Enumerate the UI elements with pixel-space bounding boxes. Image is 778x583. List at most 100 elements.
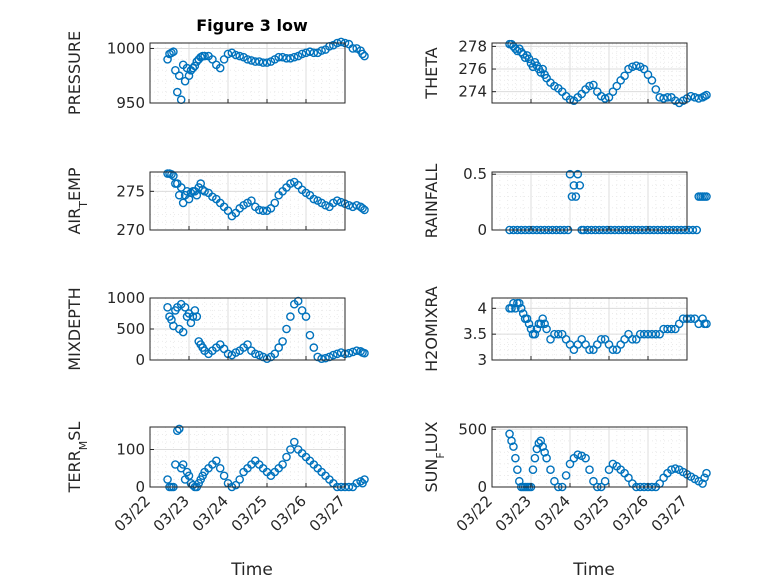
data-point <box>317 46 326 55</box>
y-tick-label: 0 <box>477 221 487 239</box>
data-point <box>589 476 598 486</box>
y-axis-label-sub: F <box>434 452 447 458</box>
data-point <box>309 343 319 352</box>
data-point <box>321 200 330 210</box>
data-point <box>538 314 548 323</box>
data-point <box>211 456 221 466</box>
data-point <box>297 306 307 315</box>
y-axis-label: RAINFALL <box>422 164 441 239</box>
y-tick-label: 0 <box>477 478 487 496</box>
y-axis-label-sub: T <box>77 201 90 209</box>
data-point <box>573 450 583 459</box>
data-point <box>573 169 583 179</box>
data-point <box>608 345 618 354</box>
data-point <box>278 337 287 346</box>
data-point <box>585 81 594 91</box>
data-point <box>688 225 698 235</box>
data-point <box>540 319 549 329</box>
data-point <box>254 57 264 66</box>
y-tick-label: 1000 <box>107 39 145 57</box>
data-point <box>550 476 559 486</box>
data-point <box>171 65 180 75</box>
data-point <box>515 476 524 486</box>
series-markers <box>163 296 369 364</box>
data-point <box>538 64 548 74</box>
data-point <box>184 471 194 481</box>
y-tick-label: 0 <box>135 478 145 496</box>
data-point <box>243 340 252 349</box>
data-point <box>180 302 190 312</box>
data-point <box>250 349 260 359</box>
data-point <box>286 53 295 63</box>
data-point <box>336 37 346 47</box>
data-point <box>208 55 217 64</box>
data-point <box>219 55 229 64</box>
data-point <box>596 335 606 344</box>
data-point <box>651 329 661 339</box>
y-tick-label: 275 <box>116 182 145 200</box>
series-markers <box>505 298 711 354</box>
y-axis-label: H2OMIXRA <box>422 286 441 372</box>
data-point <box>702 319 711 329</box>
y-tick-label: 500 <box>458 420 487 438</box>
data-point <box>348 44 358 53</box>
data-point <box>266 204 276 213</box>
y-tick-label: 278 <box>458 37 487 55</box>
data-point <box>258 58 268 67</box>
data-point <box>589 80 598 90</box>
data-point <box>536 436 546 446</box>
subplot-2: 274 276 278 THETA <box>422 37 711 108</box>
data-point <box>200 187 209 196</box>
data-point <box>571 192 581 201</box>
data-point <box>509 298 518 308</box>
data-point <box>509 442 518 451</box>
y-tick-label: 270 <box>116 221 145 239</box>
data-point <box>332 196 342 205</box>
data-point <box>698 479 707 488</box>
data-point <box>215 63 225 73</box>
data-point <box>278 52 287 62</box>
data-point <box>192 190 202 200</box>
data-point <box>565 459 575 469</box>
subplot-5: 0 500 1000 MIXDEPTH <box>65 287 369 371</box>
data-point <box>575 181 585 190</box>
y-tick-label: 4 <box>477 299 487 317</box>
data-point <box>178 327 188 337</box>
y-axis-label-rest: SL <box>65 422 84 441</box>
data-point <box>358 204 367 213</box>
data-point <box>647 76 657 85</box>
data-point <box>581 453 590 463</box>
data-point <box>542 324 551 334</box>
data-point <box>223 206 233 215</box>
data-point <box>200 51 209 61</box>
series-markers <box>163 37 369 105</box>
data-point <box>585 465 594 474</box>
data-point <box>262 58 272 67</box>
data-point <box>184 71 194 81</box>
y-axis-label-sub: M <box>77 441 90 451</box>
plot-frame <box>491 297 688 361</box>
y-tick-label: 500 <box>116 320 145 338</box>
data-point <box>235 51 244 61</box>
y-tick-label: 276 <box>458 60 487 78</box>
data-point <box>702 192 711 201</box>
data-point <box>163 302 172 312</box>
data-point <box>169 47 178 57</box>
data-point <box>297 49 307 59</box>
data-point <box>546 465 555 474</box>
data-point <box>507 436 516 446</box>
data-point <box>624 473 633 483</box>
data-point <box>219 471 229 481</box>
data-point <box>360 205 369 215</box>
data-point <box>231 480 241 490</box>
data-point <box>515 298 524 308</box>
y-axis-label: AIRTEMP <box>65 167 90 234</box>
data-point <box>174 71 184 81</box>
data-point <box>176 183 186 192</box>
data-point <box>301 312 311 321</box>
data-point <box>174 424 184 434</box>
y-tick-label: 274 <box>458 83 487 101</box>
data-point <box>317 354 326 364</box>
